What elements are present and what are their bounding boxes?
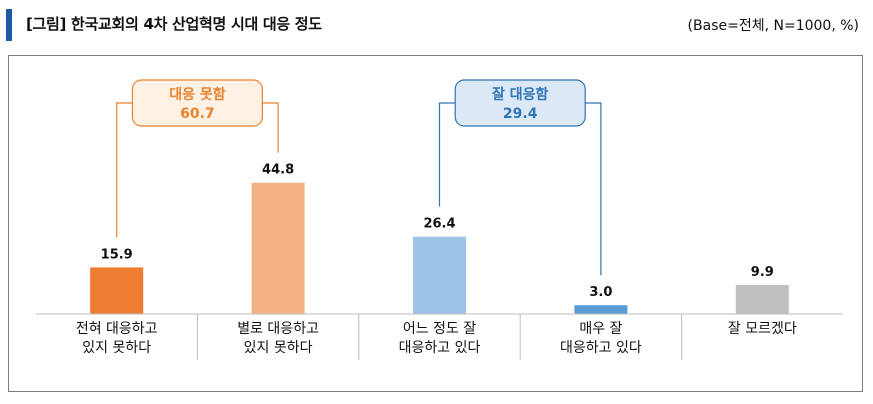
group-name-2: 잘 대응함 — [492, 86, 549, 103]
bar-3 — [413, 236, 466, 314]
value-label-4: 3.0 — [589, 285, 612, 300]
group-bracket-1 — [116, 102, 279, 238]
category-label-2-2: 있지 못하다 — [244, 340, 313, 356]
bar-4 — [574, 305, 628, 314]
page-title: [그림] 한국교회의 4차 산업혁명 시대 대응 정도 — [26, 15, 322, 33]
category-label-4-2: 대응하고 있다 — [560, 340, 642, 356]
group-bracket-2 — [438, 102, 602, 276]
category-label-1-2: 있지 못하다 — [82, 340, 151, 356]
group-box-1 — [131, 79, 263, 127]
category-label-2-1: 별로 대응하고 — [237, 321, 319, 337]
category-label-4-1: 매우 잘 — [579, 321, 622, 337]
chart-frame — [8, 55, 863, 392]
bar-5 — [735, 284, 789, 314]
title-accent-bar — [6, 9, 12, 41]
group-value-2: 29.4 — [503, 106, 538, 122]
category-label-5-1: 잘 모르겠다 — [728, 321, 797, 337]
value-labels: 15.9 44.8 26.4 3.0 9.9 — [101, 163, 774, 300]
group-box-2 — [454, 79, 586, 127]
value-label-2: 44.8 — [262, 163, 294, 178]
value-label-1: 15.9 — [101, 247, 133, 262]
value-label-3: 26.4 — [423, 217, 455, 232]
bars — [90, 182, 789, 314]
bar-1 — [90, 267, 144, 314]
category-dividers — [196, 314, 683, 360]
category-label-3-2: 대응하고 있다 — [399, 340, 481, 356]
base-note: (Base=전체, N=1000, %) — [687, 18, 859, 34]
category-label-1-1: 전혀 대응하고 — [76, 321, 158, 337]
group-name-1: 대응 못함 — [169, 86, 226, 103]
group-brackets: 대응 못함 60.7 잘 대응함 29.4 — [116, 79, 602, 276]
group-value-1: 60.7 — [180, 106, 215, 122]
bar-2 — [251, 182, 305, 314]
value-label-5: 9.9 — [751, 265, 774, 280]
category-label-3-1: 어느 정도 잘 — [403, 321, 476, 337]
